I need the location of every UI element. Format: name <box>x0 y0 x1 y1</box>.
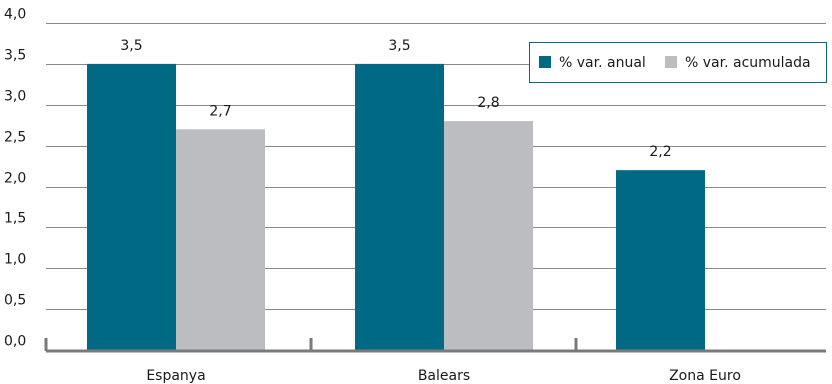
x-category-label: Espanya <box>146 368 205 384</box>
legend: % var. anual % var. acumulada <box>529 42 827 83</box>
data-label: 2,7 <box>209 103 231 119</box>
bar-0-1 <box>176 129 265 350</box>
legend-swatch <box>665 56 677 68</box>
x-axis <box>44 338 826 353</box>
x-axis-category-labels: Espanya Balears Zona Euro <box>146 368 741 384</box>
legend-swatch <box>539 56 551 68</box>
bars <box>87 63 705 350</box>
legend-label: % var. acumulada <box>685 55 811 71</box>
y-tick-label: 1,0 <box>4 252 26 268</box>
x-category-label: Balears <box>418 368 470 384</box>
legend-box <box>529 42 827 83</box>
bar-1-1 <box>444 121 533 350</box>
legend-label: % var. anual <box>559 55 646 71</box>
data-label: 2,2 <box>649 144 671 160</box>
y-tick-label: 1,5 <box>4 211 26 227</box>
x-category-label: Zona Euro <box>669 368 741 384</box>
y-tick-label: 0,0 <box>4 334 26 350</box>
y-tick-label: 3,0 <box>4 89 26 105</box>
bar-1-0 <box>355 63 444 350</box>
y-tick-label: 0,5 <box>4 293 26 309</box>
bar-0-0 <box>87 63 176 350</box>
data-label: 3,5 <box>120 38 142 54</box>
data-label: 3,5 <box>388 38 410 54</box>
y-tick-label: 4,0 <box>4 7 26 23</box>
bar-2-0 <box>616 170 705 350</box>
y-tick-label: 2,5 <box>4 130 26 146</box>
data-labels: 3,5 3,5 2,2 2,7 2,8 <box>120 38 671 160</box>
y-axis-tick-labels: 0,0 0,5 1,0 1,5 2,0 2,5 3,0 3,5 4,0 <box>4 7 26 350</box>
y-tick-label: 3,5 <box>4 48 26 64</box>
y-tick-label: 2,0 <box>4 171 26 187</box>
data-label: 2,8 <box>477 95 499 111</box>
